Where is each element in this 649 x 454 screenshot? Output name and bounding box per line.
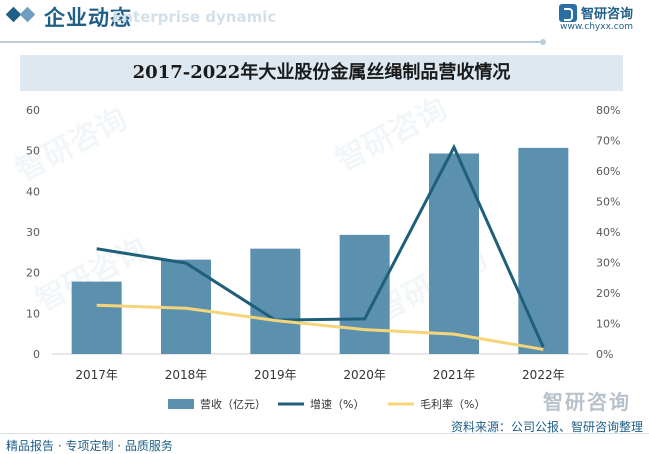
x-tick-label: 2021年 <box>433 368 476 382</box>
legend-label-margin: 毛利率（%） <box>420 397 485 411</box>
header: 企业动态 Enterprise dynamic 智研咨询 www.chyxx.c… <box>0 0 649 40</box>
page-subtitle: Enterprise dynamic <box>112 8 277 26</box>
revenue-bar <box>71 281 122 354</box>
y-right-tick-label: 60% <box>596 165 620 178</box>
x-tick-label: 2019年 <box>254 368 297 382</box>
y-left-tick-label: 60 <box>26 104 40 117</box>
y-right-tick-label: 20% <box>596 287 620 300</box>
legend-label-growth: 增速（%） <box>310 397 364 411</box>
y-right-tick-label: 0% <box>596 348 613 361</box>
x-tick-label: 2022年 <box>522 368 565 382</box>
revenue-bar <box>250 248 301 354</box>
logo-icon <box>558 3 577 22</box>
x-tick-label: 2017年 <box>75 368 118 382</box>
revenue-bar <box>339 234 390 354</box>
y-left-tick-label: 10 <box>26 307 40 320</box>
growth-rate-line <box>96 143 545 348</box>
y-right-tick-label: 40% <box>596 226 620 239</box>
logo[interactable]: 智研咨询 www.chyxx.com <box>558 3 633 32</box>
x-tick-label: 2018年 <box>165 368 208 382</box>
header-divider-dot <box>540 39 546 45</box>
x-tick-label: 2020年 <box>343 368 386 382</box>
y-right-tick-label: 70% <box>596 135 620 148</box>
y-left-tick-label: 20 <box>26 267 40 280</box>
y-right-tick-label: 10% <box>596 318 620 331</box>
brand-mark: 智研咨询 <box>543 390 631 414</box>
logo-text: 智研咨询 <box>580 7 633 22</box>
gross-margin-line <box>96 303 544 351</box>
chart-title: 2017-2022年大业股份金属丝绳制品营收情况 <box>132 62 511 83</box>
y-right-tick-label: 30% <box>596 257 620 270</box>
legend-label-revenue: 营收（亿元） <box>200 397 266 411</box>
legend-swatch-revenue <box>168 399 194 409</box>
y-right-tick-label: 80% <box>596 104 620 117</box>
y-right-tick-label: 50% <box>596 196 620 209</box>
logo-url[interactable]: www.chyxx.com <box>560 22 633 32</box>
y-left-tick-label: 40 <box>26 185 40 198</box>
page-title: 企业动态 <box>44 6 132 30</box>
y-left-tick-label: 50 <box>26 145 40 158</box>
footer-tagline: 精品报告 · 专项定制 · 品质服务 <box>6 439 173 453</box>
y-left-tick-label: 30 <box>26 226 40 239</box>
header-divider <box>0 41 540 43</box>
y-left-tick-label: 0 <box>33 348 40 361</box>
revenue-bar <box>518 147 569 354</box>
chart-title-box: 2017-2022年大业股份金属丝绳制品营收情况 <box>20 55 623 91</box>
data-source: 资料来源：公司公报、智研咨询整理 <box>450 420 643 434</box>
footer: 精品报告 · 专项定制 · 品质服务 资料来源：公司公报、智研咨询整理 <box>0 420 649 454</box>
